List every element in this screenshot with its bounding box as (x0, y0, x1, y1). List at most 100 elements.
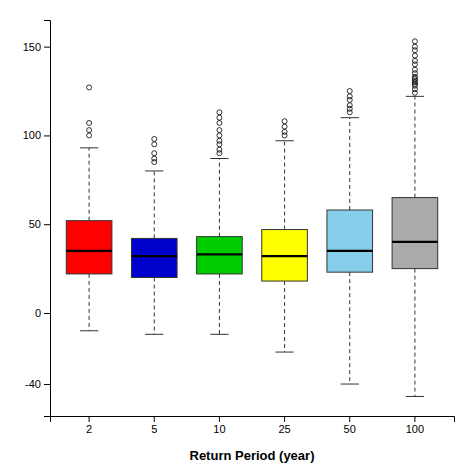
x-tick: 50 (344, 416, 356, 435)
x-tick: 2 (86, 416, 92, 435)
y-tick: 150 (23, 41, 50, 53)
whisker-cap-high (145, 170, 163, 171)
y-axis: -40 0 50 100 150 (23, 21, 51, 417)
y-tick-mark (44, 135, 50, 136)
box (262, 230, 308, 281)
plot-area (66, 39, 437, 397)
whisker-low (284, 281, 285, 352)
y-axis-line (44, 21, 51, 417)
outlier (87, 120, 92, 125)
median-line (262, 255, 308, 257)
median-line (66, 250, 112, 252)
whisker-cap-high (341, 117, 359, 118)
outlier (217, 110, 222, 115)
whisker-low (414, 269, 415, 397)
x-tick-label: 2 (86, 423, 92, 435)
x-tick-mark (349, 416, 350, 422)
outlier (152, 142, 157, 147)
median-line (131, 255, 177, 257)
outlier (217, 147, 222, 152)
whisker-high (154, 171, 155, 238)
outlier (412, 53, 417, 58)
whisker-cap-high (80, 147, 98, 148)
x-tick-label: 25 (278, 423, 290, 435)
x-tick-label: 100 (406, 423, 424, 435)
y-tick-label: 100 (23, 129, 41, 141)
x-tick: 25 (278, 416, 290, 435)
outlier (412, 67, 417, 72)
outlier (347, 103, 352, 108)
x-tick-mark (414, 416, 415, 422)
median-line (392, 241, 438, 243)
whisker-high (219, 159, 220, 237)
box (392, 198, 438, 269)
y-tick-mark (44, 313, 50, 314)
y-tick-label: 0 (35, 307, 41, 319)
whisker-cap-low (210, 334, 228, 335)
box (327, 210, 373, 272)
whisker-high (349, 118, 350, 210)
x-tick: 10 (213, 416, 225, 435)
x-axis-line (51, 417, 455, 423)
whisker-cap-high (275, 140, 293, 141)
outlier (412, 44, 417, 49)
outlier (217, 133, 222, 138)
y-tick-mark (44, 384, 50, 385)
x-tick-label: 50 (344, 423, 356, 435)
outlier (217, 138, 222, 143)
y-tick: 50 (29, 218, 50, 230)
whisker-high (284, 141, 285, 230)
y-tick-mark (44, 47, 50, 48)
box (131, 238, 177, 277)
outlier (412, 58, 417, 63)
outlier (152, 136, 157, 141)
y-tick: 100 (23, 129, 50, 141)
whisker-cap-low (341, 384, 359, 385)
outlier (282, 124, 287, 129)
x-tick-mark (219, 416, 220, 422)
whisker-cap-high (406, 96, 424, 97)
box (197, 237, 243, 274)
x-axis: 25102550100 (51, 416, 455, 435)
whisker-cap-low (275, 352, 293, 353)
whisker-cap-low (406, 396, 424, 397)
whisker-cap-low (80, 330, 98, 331)
outlier (217, 120, 222, 125)
outlier (282, 129, 287, 134)
x-tick-mark (154, 416, 155, 422)
box-group (131, 136, 177, 334)
outlier (217, 115, 222, 120)
outlier (347, 94, 352, 99)
outlier (282, 119, 287, 124)
chart: -4005010015025102550100Return Period (ye… (0, 0, 474, 474)
whisker-low (349, 272, 350, 384)
whisker-cap-low (145, 334, 163, 335)
y-tick-label: -40 (25, 378, 41, 390)
outlier (217, 128, 222, 133)
x-tick: 5 (151, 416, 157, 435)
whisker-low (89, 274, 90, 331)
outlier (87, 128, 92, 133)
whisker-high (89, 148, 90, 221)
outlier (152, 156, 157, 161)
x-axis-title: Return Period (year) (190, 448, 315, 463)
whisker-cap-high (210, 158, 228, 159)
box-group (327, 89, 373, 385)
outlier (87, 133, 92, 138)
x-tick-label: 5 (151, 423, 157, 435)
y-tick-mark (44, 224, 50, 225)
median-line (327, 250, 373, 252)
median-line (197, 253, 243, 255)
x-tick: 100 (406, 416, 424, 435)
outlier (412, 39, 417, 44)
x-tick-label: 10 (213, 423, 225, 435)
outlier (87, 85, 92, 90)
whisker-high (414, 96, 415, 197)
box (66, 221, 112, 274)
box-group (197, 110, 243, 334)
y-tick-label: 150 (23, 41, 41, 53)
y-tick: -40 (25, 378, 50, 390)
outlier (347, 89, 352, 94)
whisker-low (154, 277, 155, 334)
box-group (392, 39, 438, 397)
